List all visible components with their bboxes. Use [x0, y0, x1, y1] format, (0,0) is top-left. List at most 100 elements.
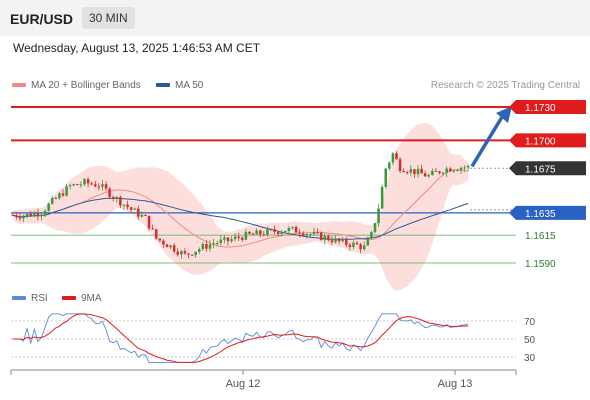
- candle: [151, 224, 154, 230]
- candle: [230, 236, 233, 243]
- candle: [355, 241, 359, 245]
- candle: [388, 161, 391, 171]
- candle: [40, 212, 43, 221]
- candle-body: [309, 234, 312, 236]
- candle-body: [147, 215, 151, 229]
- candle-body: [97, 186, 101, 188]
- candle: [305, 233, 309, 239]
- candle: [352, 240, 355, 250]
- candle-body: [194, 251, 197, 256]
- candle: [83, 177, 86, 187]
- candle: [47, 202, 50, 212]
- candle-body: [90, 183, 93, 185]
- candle: [366, 236, 370, 246]
- candle: [258, 229, 262, 238]
- candle: [43, 208, 47, 218]
- candle: [441, 171, 445, 176]
- candle: [416, 165, 420, 178]
- candle: [330, 236, 334, 246]
- level-lines-layer: [11, 106, 516, 264]
- candle: [434, 167, 438, 172]
- candle-body: [190, 254, 194, 256]
- candle: [237, 232, 240, 242]
- candle: [255, 228, 258, 235]
- candle: [61, 189, 65, 197]
- candle: [341, 236, 344, 243]
- candle-body: [226, 237, 230, 242]
- candle: [219, 235, 223, 246]
- candle-body: [241, 237, 244, 240]
- candle-body: [316, 232, 319, 234]
- candle-body: [266, 229, 269, 235]
- candle-body: [334, 238, 337, 243]
- candle-body: [25, 213, 29, 216]
- candle-body: [137, 208, 140, 217]
- timeframe-badge[interactable]: 30 MIN: [82, 7, 135, 29]
- candle-body: [345, 239, 348, 245]
- candle-body: [18, 217, 22, 219]
- candle-body: [319, 232, 323, 241]
- legend-rsi-swatch: [12, 296, 26, 301]
- legend-rsi-label: RSI: [31, 293, 48, 304]
- candle-body: [22, 215, 25, 219]
- price-label-text: 1.1700: [525, 136, 556, 147]
- candle: [294, 225, 298, 233]
- candle: [327, 234, 330, 242]
- candle-body: [172, 245, 176, 252]
- candle: [284, 230, 287, 233]
- candle-body: [362, 245, 366, 250]
- candle: [348, 243, 352, 251]
- candle: [144, 214, 147, 217]
- candle-body: [223, 237, 226, 240]
- candle: [409, 164, 413, 177]
- candle-body: [144, 214, 147, 216]
- time-axis-label: Aug 13: [438, 378, 473, 390]
- candle-body: [111, 197, 115, 199]
- rsi-tick-label: 50: [524, 335, 536, 346]
- candle: [449, 167, 452, 172]
- candle-body: [215, 243, 219, 245]
- price-label-text: 1.1615: [525, 231, 556, 242]
- candle-body: [466, 165, 470, 168]
- candle: [301, 231, 305, 237]
- legend-9ma-swatch: [62, 296, 76, 301]
- candle: [158, 238, 162, 243]
- price-label-box: [509, 133, 586, 148]
- candle-body: [233, 236, 237, 240]
- candle: [452, 169, 456, 173]
- candle: [456, 168, 459, 172]
- legend-ma50-swatch: [156, 83, 170, 88]
- candle: [187, 253, 190, 259]
- price-label-1-1590: 1.1590: [525, 259, 556, 270]
- legend-9ma: 9MA: [62, 293, 102, 304]
- candle: [190, 254, 194, 256]
- candle: [377, 204, 380, 227]
- candle-body: [115, 196, 119, 199]
- candle-body: [323, 235, 327, 241]
- candle-body: [94, 184, 97, 187]
- candle: [212, 238, 215, 249]
- candle-body: [65, 186, 68, 196]
- candle-body: [47, 203, 50, 211]
- candle: [97, 183, 101, 191]
- candle-body: [352, 242, 355, 247]
- candle: [269, 228, 273, 231]
- bollinger-band-layer: [12, 123, 469, 291]
- price-label-box: [509, 100, 586, 114]
- candle-body: [388, 162, 391, 169]
- candle-body: [180, 251, 183, 255]
- candle: [119, 195, 122, 208]
- candle: [319, 231, 323, 241]
- candle: [463, 165, 466, 172]
- candle-body: [248, 231, 251, 234]
- candle: [226, 237, 230, 246]
- candle-body: [456, 170, 459, 172]
- candle-body: [29, 213, 32, 217]
- candle-body: [423, 173, 427, 177]
- ma20-line: [12, 169, 469, 248]
- candle: [291, 226, 294, 230]
- candle-body: [212, 243, 215, 245]
- candles-layer: [11, 151, 470, 259]
- chart-header: EUR/USD 30 MIN: [0, 0, 590, 36]
